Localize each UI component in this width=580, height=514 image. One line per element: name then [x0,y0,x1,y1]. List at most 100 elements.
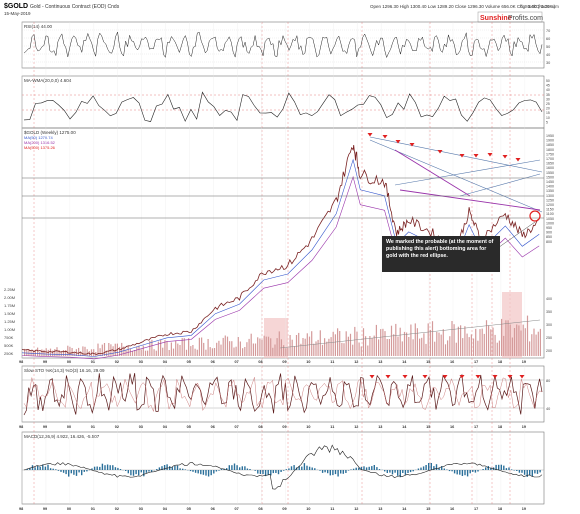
macd-histogram-bar [531,470,533,477]
price-level-label: 1200 [546,203,554,207]
volume-bar [231,341,233,356]
volume-bar [131,350,134,356]
volume-bar [427,323,429,356]
macd-histogram-bar [166,464,168,470]
volume-level-label: 500K [4,343,14,348]
macd-histogram-bar [466,470,469,477]
year-label: 16 [450,360,454,364]
macd-histogram-bar [397,470,399,476]
macd-histogram-bar [39,466,41,470]
macd-histogram-bar [438,467,440,470]
wma-level-label: 30 [546,97,550,101]
price-level-label: 1050 [546,217,554,221]
price-level-label: 1750 [546,152,554,156]
macd-histogram-bar [371,466,373,470]
year-label: 04 [163,360,168,364]
osc-top-arrow [459,375,465,379]
year-label: 08 [258,507,262,511]
volume-bar [496,342,498,356]
volume-bar [287,348,289,356]
macd-histogram-bar [394,470,396,473]
volume-bar [155,350,157,356]
macd-histogram-bar [132,470,135,476]
year-label: 08 [258,425,262,429]
volume-bar [373,335,375,356]
macd-histogram-bar [163,465,166,470]
macd-histogram-bar [68,470,70,477]
year-label: 05 [187,425,191,429]
price-level-label: 1650 [546,162,554,166]
volume-bar [537,331,539,356]
volume-bar [345,331,347,356]
macd-histogram-bar [495,464,497,470]
macd-histogram-bar [44,466,47,470]
macd-histogram-bar [171,467,173,470]
volume-bar [276,338,278,356]
volume-bar [492,327,494,356]
macd-histogram-bar [226,468,228,470]
macd-histogram-bar [342,470,344,474]
volume-bar [289,335,291,356]
macd-histogram-bar [86,470,88,472]
macd-histogram-bar [202,470,205,475]
macd-histogram-bar [275,470,277,473]
volume-bar [149,340,151,356]
macd-histogram-bar [182,468,184,470]
volume-bar [343,343,345,356]
macd-histogram-bar [174,465,176,470]
macd-histogram-bar [469,470,471,474]
volume-bar [248,338,250,356]
price-level-label: 1600 [546,166,554,170]
osc-level-label: 80 [546,379,550,383]
volume-bar [265,336,267,356]
volume-bar [194,348,196,356]
volume-bar [226,336,229,356]
macd-histogram-bar [49,468,52,470]
macd-histogram-bar [257,470,259,474]
volume-bar [267,336,270,356]
volume-bar [526,315,529,356]
volume-bar [142,345,144,356]
year-label: 98 [19,360,23,364]
macd-histogram-bar [26,469,28,470]
volume-bar [470,334,472,356]
macd-histogram-bar [239,467,241,470]
volume-bar [47,349,49,356]
macd-histogram-bar [443,468,445,470]
volume-bar [285,348,287,356]
volume-bar [503,335,505,356]
volume-level-label: 1.50M [4,311,15,316]
volume-bar [99,348,101,356]
volume-bar [367,345,369,356]
volume-bar [101,344,103,356]
volume-bar [434,341,436,356]
volume-bar [485,320,488,356]
volume-bar [254,343,257,356]
macd-histogram-bar [407,470,409,473]
macd-histogram-bar [363,466,365,470]
volume-bars [24,315,541,356]
year-label: 19 [522,425,526,429]
volume-bar [246,342,248,356]
rsi-series [23,31,543,59]
macd-histogram-bar [539,470,541,473]
macd-histogram-bar [145,470,148,473]
volume-bar [466,333,468,356]
volume-bar [185,349,188,356]
volume-bar [127,346,129,356]
price-level-label: 1000 [546,221,554,225]
volume-bar [362,328,365,356]
price-top-arrow [395,140,401,144]
volume-bar [319,330,321,356]
volume-bar [419,338,421,356]
volume-bar [151,339,153,356]
volume-bar [498,340,500,356]
macd-histogram-bar [508,467,510,470]
volume-bar [311,331,313,356]
year-label: 08 [258,360,262,364]
macd-histogram-bar [345,470,347,473]
volume-bar [468,337,470,356]
year-label: 06 [211,507,215,511]
volume-bar [421,337,423,356]
macd-histogram-bar [280,470,282,472]
